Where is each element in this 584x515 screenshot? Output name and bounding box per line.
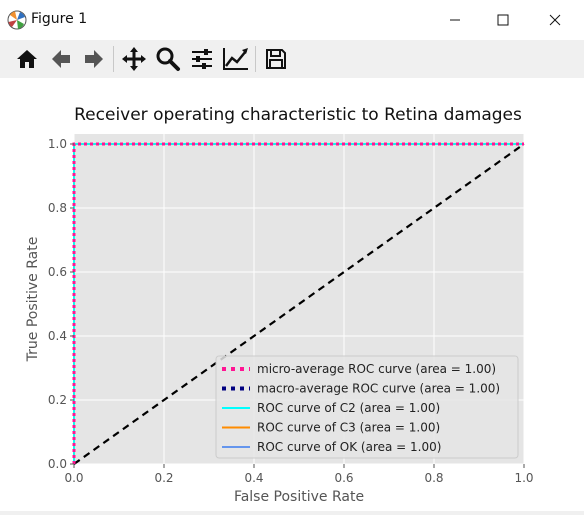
toolbar-separator <box>255 46 256 72</box>
home-button[interactable] <box>12 44 42 74</box>
x-tick-label: 0.2 <box>154 471 173 485</box>
window-title: Figure 1 <box>31 11 88 27</box>
legend-entry-label: macro-average ROC curve (area = 1.00) <box>257 382 500 396</box>
zoom-button[interactable] <box>153 44 183 74</box>
chart-title: Receiver operating characteristic to Ret… <box>74 105 522 125</box>
pan-button[interactable] <box>119 44 149 74</box>
legend-entry-label: ROC curve of C2 (area = 1.00) <box>257 401 440 415</box>
window-bottom-border <box>0 511 584 515</box>
legend-entry-label: ROC curve of C3 (area = 1.00) <box>257 421 440 435</box>
home-icon <box>17 50 37 68</box>
subplots-config-icon <box>192 49 212 69</box>
legend-box <box>215 355 519 459</box>
y-axis-label: True Positive Rate <box>25 237 41 363</box>
x-tick-label: 1.0 <box>514 471 533 485</box>
x-tick-label: 0.6 <box>334 471 353 485</box>
forward-button[interactable] <box>79 44 109 74</box>
matplotlib-app-icon <box>7 10 27 30</box>
close-button[interactable] <box>532 0 578 40</box>
window-titlebar: Figure 1 <box>0 0 584 40</box>
edit-curves-button[interactable] <box>221 44 251 74</box>
figure-canvas[interactable]: Receiver operating characteristic to Ret… <box>0 78 584 511</box>
maximize-button[interactable] <box>480 0 526 40</box>
legend-entry-label: micro-average ROC curve (area = 1.00) <box>257 362 496 376</box>
x-axis-label: False Positive Rate <box>234 489 364 505</box>
pan-icon <box>122 47 146 71</box>
x-tick-label: 0.0 <box>64 471 83 485</box>
zoom-icon <box>156 47 180 71</box>
legend-entry-label: ROC curve of OK (area = 1.00) <box>257 440 441 454</box>
y-tick-label: 0.2 <box>48 393 67 407</box>
minimize-icon <box>450 19 460 21</box>
legend-items: micro-average ROC curve (area = 1.00) mac… <box>222 362 500 454</box>
save-button[interactable] <box>261 44 291 74</box>
forward-arrow-icon <box>85 50 103 68</box>
y-tick-label: 0.8 <box>48 201 67 215</box>
save-icon <box>266 49 286 69</box>
y-tick-label: 0.0 <box>48 457 67 471</box>
configure-subplots-button[interactable] <box>187 44 217 74</box>
maximize-icon <box>497 14 509 26</box>
close-icon <box>549 14 561 26</box>
legend: micro-average ROC curve (area = 1.00) mac… <box>215 355 519 459</box>
y-tick-label: 0.4 <box>48 329 67 343</box>
diagonal-reference-line <box>73 143 525 465</box>
minimize-button[interactable] <box>432 0 478 40</box>
y-tick-label: 1.0 <box>48 137 67 151</box>
y-tick-label: 0.6 <box>48 265 67 279</box>
navigation-toolbar <box>0 40 584 78</box>
back-arrow-icon <box>52 50 70 68</box>
roc-chart: Receiver operating characteristic to Ret… <box>25 105 534 505</box>
toolbar-separator <box>113 46 114 72</box>
back-button[interactable] <box>46 44 76 74</box>
axis-ticks: 0.0 0.2 0.4 0.6 0.8 1.0 0.0 0.2 0.4 0.6 0.8 1.0 <box>48 137 534 485</box>
x-tick-label: 0.4 <box>244 471 263 485</box>
edit-curves-icon <box>223 48 248 70</box>
reference-line-layer <box>73 143 525 465</box>
x-tick-label: 0.8 <box>424 471 443 485</box>
